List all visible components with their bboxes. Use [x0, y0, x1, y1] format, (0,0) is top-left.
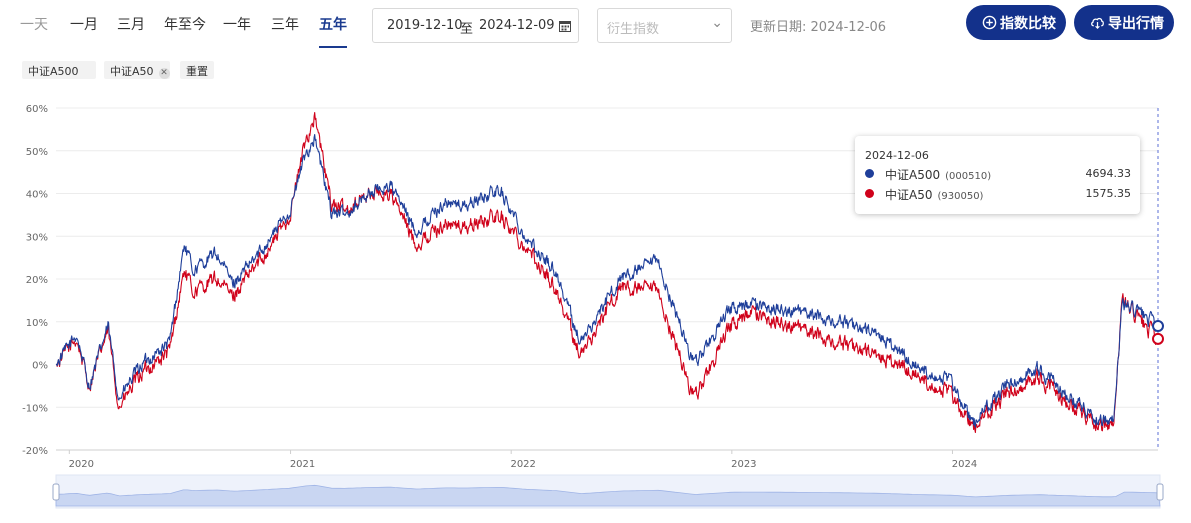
active-tab-underline	[319, 46, 347, 48]
tooltip-series-name: 中证A50	[885, 188, 933, 202]
tooltip-row-a50: 中证A50 (930050) 1575.35	[865, 186, 1131, 202]
chip-label: 中证A500	[28, 65, 79, 78]
date-start[interactable]: 2019-12-10	[387, 18, 463, 33]
range-tab-label: 一天	[20, 17, 48, 33]
y-axis-ticks: -20% -10% 0% 10% 20% 30% 40% 50% 60%	[22, 104, 48, 457]
series-color-dot	[865, 189, 874, 198]
range-tab-label: 五年	[319, 17, 347, 33]
range-tab-label: 年至今	[164, 17, 206, 33]
x-tick-label: 2021	[290, 459, 315, 470]
tooltip-series-code: (000510)	[945, 171, 992, 182]
chart-tooltip: 2024-12-06 中证A500 (000510) 4694.33 中证A50 (…	[855, 136, 1140, 214]
chevron-down-icon: ⌄	[711, 15, 723, 31]
range-slider[interactable]	[52, 474, 1164, 509]
cloud-download-icon	[1091, 17, 1104, 29]
series-end-marker	[1152, 320, 1164, 333]
index-compare-button[interactable]: 指数比较	[966, 5, 1066, 40]
close-icon[interactable]: ✕	[158, 68, 170, 79]
series-end-markers	[1152, 320, 1164, 345]
export-quotes-label: 导出行情	[1108, 15, 1164, 31]
chip-csi-a500[interactable]: 中证A500	[22, 61, 96, 79]
update-date-label: 更新日期:	[750, 20, 807, 35]
tooltip-date: 2024-12-06	[865, 149, 929, 162]
x-tick-label: 2022	[510, 459, 535, 470]
chip-csi-a50[interactable]: 中证A50 ✕	[104, 61, 170, 79]
date-range-picker[interactable]: 2019-12-10 至 2024-12-09	[372, 8, 579, 43]
series-end-marker	[1152, 332, 1164, 345]
y-tick-label: -20%	[22, 446, 48, 457]
chip-label: 中证A50	[110, 65, 154, 78]
tooltip-series-value: 1575.35	[1085, 187, 1132, 200]
range-tab-ytd[interactable]: 年至今	[164, 14, 206, 36]
y-tick-label: 40%	[26, 190, 48, 201]
update-date-value: 2024-12-06	[810, 20, 887, 35]
range-tab-3m[interactable]: 三月	[117, 14, 145, 36]
slider-track	[55, 474, 1161, 509]
range-tab-1m[interactable]: 一月	[70, 14, 98, 36]
range-tab-label: 一年	[223, 17, 251, 33]
tooltip-series-code: (930050)	[937, 191, 984, 202]
update-date: 更新日期: 2024-12-06	[750, 16, 886, 35]
range-tab-1d[interactable]: 一天	[20, 14, 48, 36]
tooltip-series-name: 中证A500	[885, 168, 941, 182]
slider-handle-left[interactable]	[52, 483, 60, 501]
y-tick-label: 10%	[26, 318, 48, 329]
index-compare-label: 指数比较	[1000, 15, 1056, 31]
range-tab-5y[interactable]: 五年	[319, 14, 347, 48]
y-tick-label: 50%	[26, 147, 48, 158]
x-tick-label: 2024	[952, 459, 977, 470]
range-tab-label: 三年	[271, 17, 299, 33]
series-color-dot	[865, 169, 874, 178]
y-tick-label: 0%	[32, 361, 48, 372]
range-tab-label: 一月	[70, 17, 98, 33]
slider-preview-area	[55, 484, 1161, 507]
tooltip-row-a500: 中证A500 (000510) 4694.33	[865, 166, 1131, 182]
calendar-icon[interactable]	[559, 20, 571, 32]
reset-label: 重置	[186, 65, 208, 78]
export-quotes-button[interactable]: 导出行情	[1074, 5, 1174, 40]
y-tick-label: 20%	[26, 275, 48, 286]
tooltip-series-value: 4694.33	[1085, 167, 1132, 180]
derivative-index-placeholder: 衍生指数	[607, 22, 660, 37]
range-tab-3y[interactable]: 三年	[271, 14, 299, 36]
slider-handle-right[interactable]	[1156, 483, 1164, 501]
range-tab-label: 三月	[117, 17, 145, 33]
toolbar: 一天 一月 三月 年至今 一年 三年 五年 2019-12-10 至 2024-…	[0, 0, 1191, 50]
x-tick-label: 2020	[69, 459, 94, 470]
date-separator: 至	[460, 22, 474, 37]
date-end[interactable]: 2024-12-09	[479, 18, 555, 33]
range-tab-1y[interactable]: 一年	[223, 14, 251, 36]
plus-circle-icon	[982, 15, 997, 30]
reset-button[interactable]: 重置	[180, 61, 214, 79]
y-tick-label: 60%	[26, 104, 48, 115]
x-axis-ticks: 2020 2021 2022 2023 2024	[69, 450, 977, 470]
y-tick-label: 30%	[26, 232, 48, 243]
x-tick-label: 2023	[731, 459, 756, 470]
derivative-index-select[interactable]: 衍生指数 ⌄	[597, 8, 732, 43]
y-tick-label: -10%	[22, 403, 48, 414]
